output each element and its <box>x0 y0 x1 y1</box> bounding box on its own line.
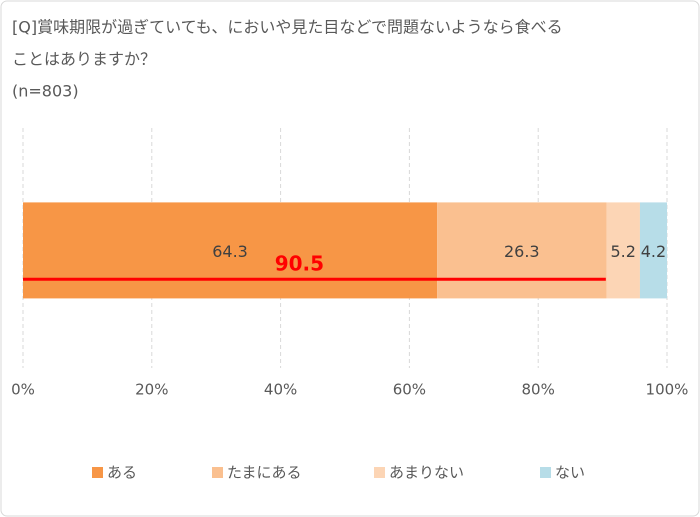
x-tick-label: 0% <box>11 381 35 399</box>
data-label: 5.2 <box>610 242 635 261</box>
data-label: 4.2 <box>641 242 666 261</box>
data-label: 26.3 <box>504 242 540 261</box>
legend-label: ない <box>555 464 585 482</box>
x-tick-label: 40% <box>264 381 297 399</box>
legend-label: たまにある <box>227 464 302 482</box>
legend-swatch <box>212 467 223 478</box>
bar-segment <box>437 202 607 299</box>
x-tick-label: 60% <box>393 381 426 399</box>
total-label: 90.5 <box>275 252 324 276</box>
x-tick-label: 80% <box>522 381 555 399</box>
bar-segment <box>639 202 667 299</box>
legend-swatch <box>374 467 385 478</box>
bar-segment <box>23 202 438 299</box>
x-tick-label: 20% <box>135 381 168 399</box>
legend-swatch <box>540 467 551 478</box>
bar-segment <box>606 202 640 299</box>
data-label: 64.3 <box>212 242 248 261</box>
chart-title: [Q]賞味期限が過ぎていても、においや見た目などで問題ないようなら食べる <box>12 18 563 37</box>
chart-subtitle: (n=803) <box>12 82 79 101</box>
legend-swatch <box>92 467 103 478</box>
legend-label: ある <box>107 464 137 482</box>
x-tick-label: 100% <box>646 381 689 399</box>
chart-title: ことはありますか？ <box>12 50 156 69</box>
legend-label: あまりない <box>389 464 464 482</box>
